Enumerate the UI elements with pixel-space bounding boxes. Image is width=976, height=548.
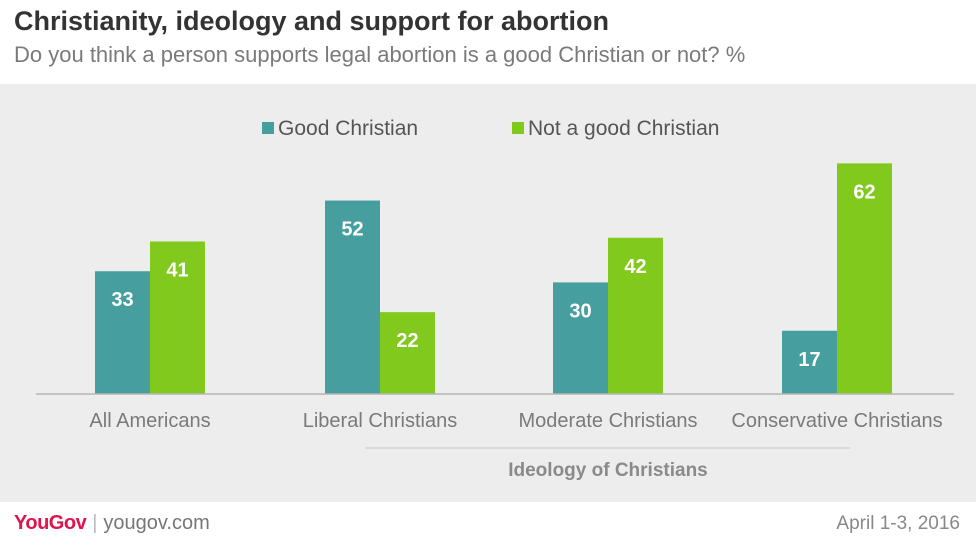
data-label-liberal-christians-good-christian: 52 bbox=[341, 219, 363, 241]
data-label-conservative-christians-good-christian: 17 bbox=[798, 349, 820, 371]
chart-subtitle: Do you think a person supports legal abo… bbox=[14, 42, 746, 67]
footer-date: April 1-3, 2016 bbox=[836, 513, 960, 534]
bar-conservative-christians-not-a-good-christian bbox=[837, 163, 892, 394]
data-label-liberal-christians-not-a-good-christian: 22 bbox=[396, 330, 418, 352]
bar-all-americans-good-christian bbox=[95, 271, 150, 394]
chart-title: Christianity, ideology and support for a… bbox=[14, 6, 610, 36]
footer-separator: | bbox=[92, 512, 98, 534]
legend-label-good-christian: Good Christian bbox=[278, 117, 418, 140]
bar-moderate-christians-good-christian bbox=[553, 282, 608, 394]
bar-chart: Good Christian Not a good Christian 33 41 Al… bbox=[36, 117, 954, 481]
category-label-all-americans: All Americans bbox=[89, 410, 210, 432]
footer-brand: YouGov | yougov.com bbox=[14, 512, 210, 535]
legend-swatch-not-a-good-christian bbox=[512, 122, 524, 134]
data-label-moderate-christians-not-a-good-christian: 42 bbox=[624, 256, 646, 278]
group-label: Ideology of Christians bbox=[508, 460, 708, 481]
bar-conservative-christians-good-christian bbox=[782, 330, 837, 394]
legend-label-not-a-good-christian: Not a good Christian bbox=[528, 117, 719, 140]
legend-swatch-good-christian bbox=[262, 122, 274, 134]
data-label-all-americans-good-christian: 33 bbox=[111, 289, 133, 311]
bar-liberal-christians-not-a-good-christian bbox=[380, 312, 435, 394]
category-label-moderate-christians: Moderate Christians bbox=[519, 410, 698, 432]
category-label-liberal-christians: Liberal Christians bbox=[303, 410, 458, 432]
yougov-logo: YouGov bbox=[14, 512, 87, 534]
data-label-all-americans-not-a-good-christian: 41 bbox=[166, 259, 188, 281]
data-label-moderate-christians-good-christian: 30 bbox=[569, 300, 591, 322]
data-label-conservative-christians-not-a-good-christian: 62 bbox=[853, 181, 875, 203]
category-label-conservative-christians: Conservative Christians bbox=[731, 410, 942, 432]
bar-all-americans-not-a-good-christian bbox=[150, 241, 205, 394]
footer-site: yougov.com bbox=[103, 512, 210, 534]
bar-liberal-christians-good-christian bbox=[325, 200, 380, 394]
bar-moderate-christians-not-a-good-christian bbox=[608, 237, 663, 394]
